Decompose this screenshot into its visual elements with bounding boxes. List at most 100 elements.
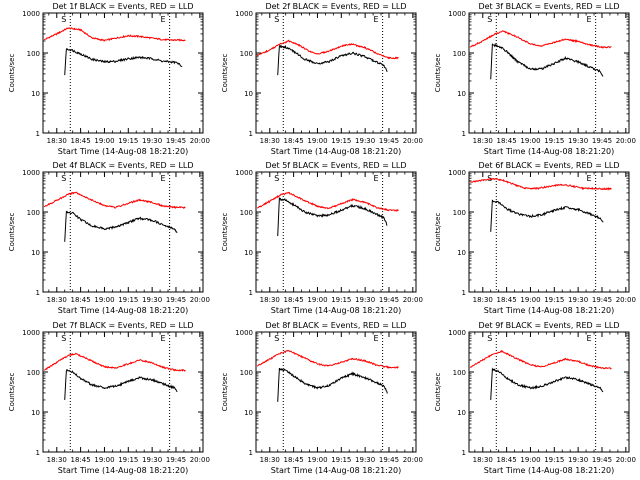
y-tick-label: 1000 — [448, 329, 466, 337]
start-marker-label: S — [61, 174, 66, 183]
plot-frame — [255, 12, 417, 134]
chart-panel-7: Det 7f BLACK = Events, RED = LLD Counts/s… — [8, 321, 210, 475]
x-tick-label: 19:15 — [118, 296, 138, 304]
events-series-line — [277, 367, 388, 402]
y-tick-label: 100 — [240, 50, 253, 58]
lld-series-line — [43, 191, 186, 209]
chart-title: Det 5f BLACK = Events, RED = LLD — [265, 161, 406, 170]
x-axis-label: Start Time (14-Aug-08 18:21:20) — [271, 306, 402, 315]
x-tick-label: 19:15 — [544, 296, 564, 304]
x-tick-label: 20:00 — [190, 296, 210, 304]
x-tick-label: 19:15 — [544, 456, 564, 464]
x-tick-label: 20:00 — [403, 137, 423, 145]
y-tick-label: 100 — [27, 50, 40, 58]
start-marker-label: S — [487, 15, 492, 24]
events-series-line — [64, 368, 178, 400]
y-tick-label: 1000 — [22, 10, 40, 18]
x-tick-label: 19:45 — [166, 456, 186, 464]
y-tick-label: 1 — [36, 289, 40, 297]
start-marker-label: S — [274, 174, 279, 183]
x-tick-label: 18:45 — [497, 296, 517, 304]
x-axis-label: Start Time (14-Aug-08 18:21:20) — [271, 147, 402, 156]
end-marker-label: E — [587, 174, 592, 183]
start-marker-label: S — [61, 334, 66, 343]
x-axis-label: Start Time (14-Aug-08 18:21:20) — [271, 466, 402, 475]
y-axis-label: Counts/sec — [434, 373, 442, 412]
chart-panel-9: Det 9f BLACK = Events, RED = LLD Counts/s… — [434, 321, 636, 475]
x-tick-label: 19:45 — [379, 456, 399, 464]
lld-series-line — [469, 349, 612, 370]
y-tick-label: 1 — [36, 130, 40, 138]
y-axis-label: Counts/sec — [8, 213, 16, 252]
x-tick-label: 19:00 — [520, 137, 540, 145]
lld-series-line — [43, 27, 186, 43]
x-tick-label: 18:45 — [497, 137, 517, 145]
x-tick-label: 18:30 — [260, 296, 280, 304]
events-series-line — [490, 42, 604, 80]
y-tick-label: 1 — [249, 130, 253, 138]
lld-series-line — [256, 350, 399, 369]
y-tick-label: 1000 — [448, 10, 466, 18]
y-tick-label: 10 — [457, 409, 466, 417]
x-tick-label: 19:30 — [142, 137, 162, 145]
x-tick-label: 18:45 — [284, 456, 304, 464]
x-tick-label: 20:00 — [190, 137, 210, 145]
y-tick-label: 1000 — [235, 10, 253, 18]
y-tick-label: 1 — [249, 289, 253, 297]
x-tick-label: 19:30 — [355, 137, 375, 145]
x-tick-label: 18:45 — [284, 137, 304, 145]
y-axis-label: Counts/sec — [221, 213, 229, 252]
start-marker-label: S — [487, 334, 492, 343]
x-tick-label: 19:00 — [307, 296, 327, 304]
x-tick-label: 18:45 — [71, 296, 91, 304]
y-tick-label: 10 — [457, 249, 466, 257]
end-marker-label: E — [587, 15, 592, 24]
x-tick-label: 18:30 — [47, 137, 67, 145]
x-axis-label: Start Time (14-Aug-08 18:21:20) — [484, 306, 615, 315]
y-tick-label: 1 — [462, 130, 466, 138]
y-tick-label: 1 — [462, 289, 466, 297]
x-tick-label: 20:00 — [616, 296, 636, 304]
end-marker-label: E — [374, 15, 379, 24]
lld-series-line — [256, 191, 399, 212]
y-tick-label: 1 — [249, 449, 253, 457]
chart-panel-3: Det 3f BLACK = Events, RED = LLD Counts/s… — [434, 2, 636, 156]
x-axis-label: Start Time (14-Aug-08 18:21:20) — [58, 306, 189, 315]
y-tick-label: 1000 — [235, 169, 253, 177]
y-tick-label: 100 — [240, 369, 253, 377]
x-tick-label: 20:00 — [403, 456, 423, 464]
y-axis-label: Counts/sec — [434, 54, 442, 93]
chart-title: Det 9f BLACK = Events, RED = LLD — [478, 321, 619, 330]
plot-frame — [42, 171, 204, 293]
x-tick-label: 18:30 — [260, 137, 280, 145]
plot-frame — [468, 171, 630, 293]
x-tick-label: 18:45 — [497, 456, 517, 464]
end-marker-label: E — [374, 174, 379, 183]
x-tick-label: 20:00 — [616, 456, 636, 464]
x-tick-label: 19:45 — [166, 137, 186, 145]
x-tick-label: 18:30 — [47, 456, 67, 464]
end-marker-label: E — [587, 334, 592, 343]
y-tick-label: 100 — [27, 369, 40, 377]
x-tick-label: 19:00 — [94, 296, 114, 304]
y-tick-label: 100 — [453, 50, 466, 58]
start-marker-label: S — [61, 15, 66, 24]
y-axis-label: Counts/sec — [221, 54, 229, 93]
x-tick-label: 19:30 — [355, 296, 375, 304]
y-tick-label: 100 — [453, 369, 466, 377]
chart-title: Det 6f BLACK = Events, RED = LLD — [478, 161, 619, 170]
x-tick-label: 19:00 — [94, 137, 114, 145]
events-series-line — [277, 196, 388, 237]
chart-title: Det 7f BLACK = Events, RED = LLD — [52, 321, 193, 330]
events-series-line — [64, 47, 183, 76]
x-tick-label: 19:45 — [166, 296, 186, 304]
x-tick-label: 19:00 — [520, 456, 540, 464]
y-axis-label: Counts/sec — [8, 373, 16, 412]
x-tick-label: 19:45 — [379, 137, 399, 145]
x-tick-label: 19:15 — [331, 296, 351, 304]
y-tick-label: 100 — [27, 209, 40, 217]
y-axis-label: Counts/sec — [434, 213, 442, 252]
y-tick-label: 1 — [36, 449, 40, 457]
x-tick-label: 19:45 — [592, 456, 612, 464]
plot-frame — [468, 331, 630, 453]
